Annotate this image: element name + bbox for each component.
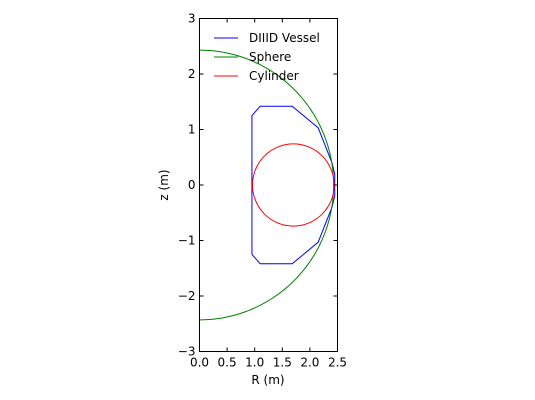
plot-frame — [199, 18, 338, 352]
y-tick-label: 1 — [188, 123, 196, 137]
x-tick-label: 0.5 — [218, 356, 237, 370]
y-tick-label: −2 — [178, 289, 196, 303]
y-tick-label: 0 — [188, 178, 196, 192]
legend-label-diiid-vessel: DIIID Vessel — [249, 31, 320, 45]
y-tick-label: 3 — [188, 12, 196, 26]
x-tick-label: 1.0 — [245, 356, 264, 370]
x-tick-label: 2.5 — [328, 356, 347, 370]
plot-background — [199, 18, 338, 352]
x-tick-label: 1.5 — [273, 356, 292, 370]
axis-ticks: 0.0 0.5 1.0 1.5 2.0 2.5 −3 −2 −1 0 1 2 3 — [178, 12, 347, 370]
x-tick-label: 2.0 — [300, 356, 319, 370]
legend: DIIID Vessel Sphere Cylinder — [214, 31, 320, 83]
legend-label-sphere: Sphere — [249, 50, 291, 64]
y-axis-label: z (m) — [157, 169, 171, 200]
x-tick-label: 0.0 — [190, 356, 209, 370]
x-axis-label: R (m) — [251, 373, 284, 387]
legend-label-cylinder: Cylinder — [249, 69, 299, 83]
y-tick-label: −3 — [178, 345, 196, 359]
y-tick-label: −1 — [178, 234, 196, 248]
series-diiid-vessel-line — [251, 105, 336, 265]
y-tick-label: 2 — [188, 67, 196, 81]
